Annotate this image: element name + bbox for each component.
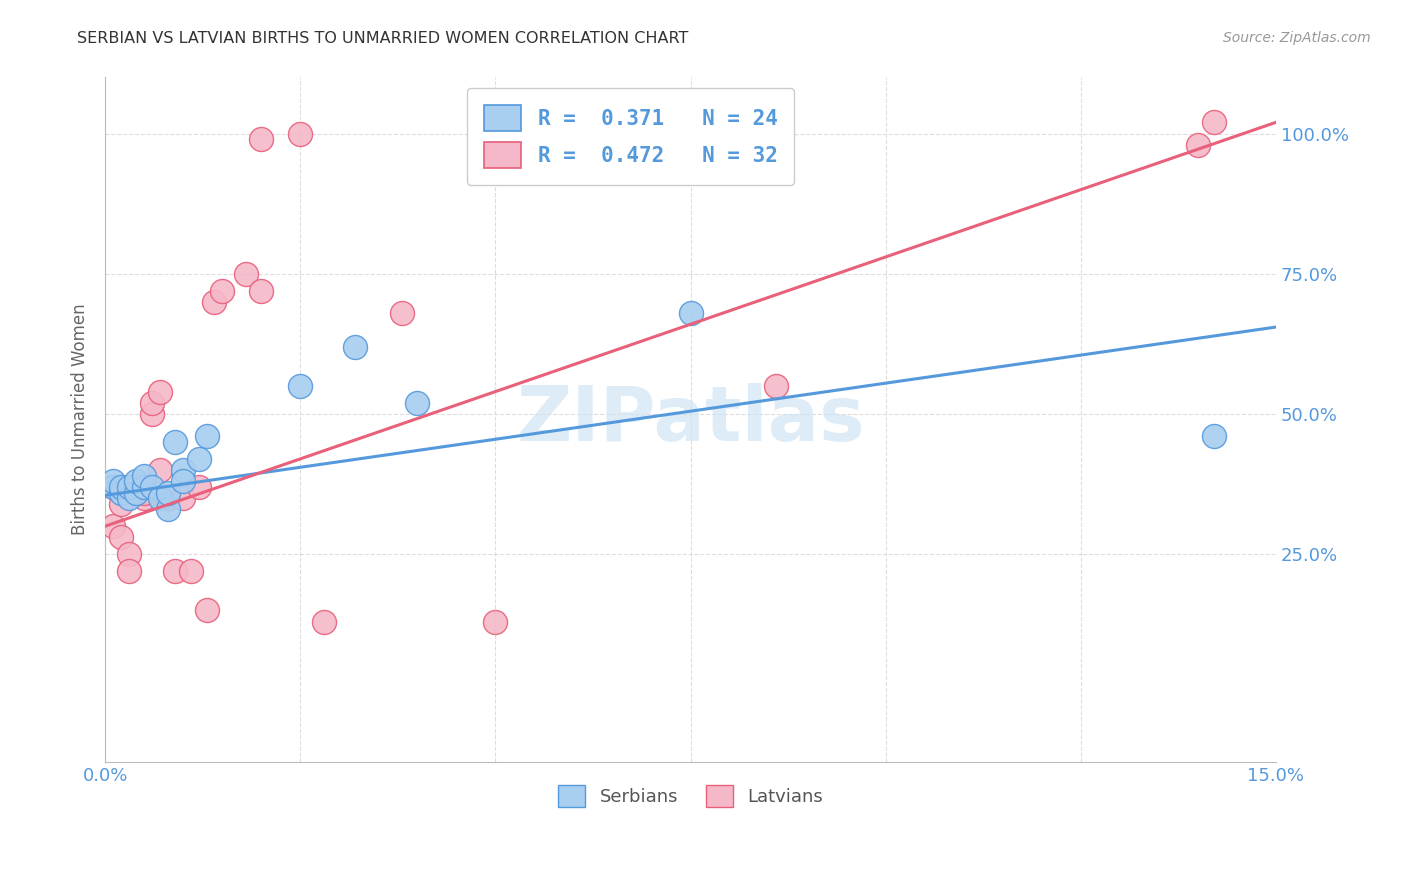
Point (195, 429, 218, 443)
Point (134, 485, 156, 500)
Point (125, 475, 148, 489)
Point (250, 284, 273, 298)
Point (125, 485, 148, 500)
Text: ZIPatlas: ZIPatlas (516, 383, 865, 457)
Point (117, 491, 139, 505)
Point (101, 519, 124, 533)
Point (141, 407, 163, 421)
Point (110, 497, 132, 511)
Point (117, 547, 139, 561)
Point (156, 502, 179, 516)
Point (172, 463, 194, 477)
Point (110, 530, 132, 544)
Point (290, 379, 312, 393)
Point (180, 564, 202, 578)
Point (101, 480, 124, 494)
Text: SERBIAN VS LATVIAN BIRTHS TO UNMARRIED WOMEN CORRELATION CHART: SERBIAN VS LATVIAN BIRTHS TO UNMARRIED W… (77, 31, 689, 46)
Point (149, 491, 172, 505)
Point (110, 485, 132, 500)
Point (187, 451, 209, 466)
Point (134, 480, 156, 494)
Point (165, 564, 187, 578)
Point (156, 485, 179, 500)
Text: Source: ZipAtlas.com: Source: ZipAtlas.com (1223, 31, 1371, 45)
Point (1202, 429, 1225, 443)
Point (1187, 137, 1209, 152)
Point (312, 615, 335, 629)
Point (141, 480, 163, 494)
Point (391, 306, 413, 320)
Point (679, 306, 702, 320)
Point (110, 480, 132, 494)
Point (172, 475, 194, 489)
Point (211, 284, 233, 298)
Point (204, 294, 226, 309)
Point (134, 491, 156, 505)
Legend: Serbians, Latvians: Serbians, Latvians (551, 778, 830, 814)
Point (117, 480, 139, 494)
Point (484, 615, 506, 629)
Point (134, 468, 156, 483)
Point (290, 127, 312, 141)
Point (165, 435, 187, 450)
Point (117, 480, 139, 494)
Point (149, 463, 172, 477)
Point (101, 480, 124, 494)
Point (156, 491, 179, 505)
Y-axis label: Births to Unmarried Women: Births to Unmarried Women (72, 304, 89, 535)
Point (117, 564, 139, 578)
Point (250, 132, 273, 146)
Point (149, 384, 172, 399)
Point (765, 379, 787, 393)
Point (1202, 115, 1225, 129)
Point (101, 475, 124, 489)
Point (172, 491, 194, 505)
Point (406, 396, 429, 410)
Point (195, 603, 218, 617)
Point (187, 480, 209, 494)
Point (343, 340, 366, 354)
Point (235, 267, 257, 281)
Point (125, 480, 148, 494)
Point (141, 396, 163, 410)
